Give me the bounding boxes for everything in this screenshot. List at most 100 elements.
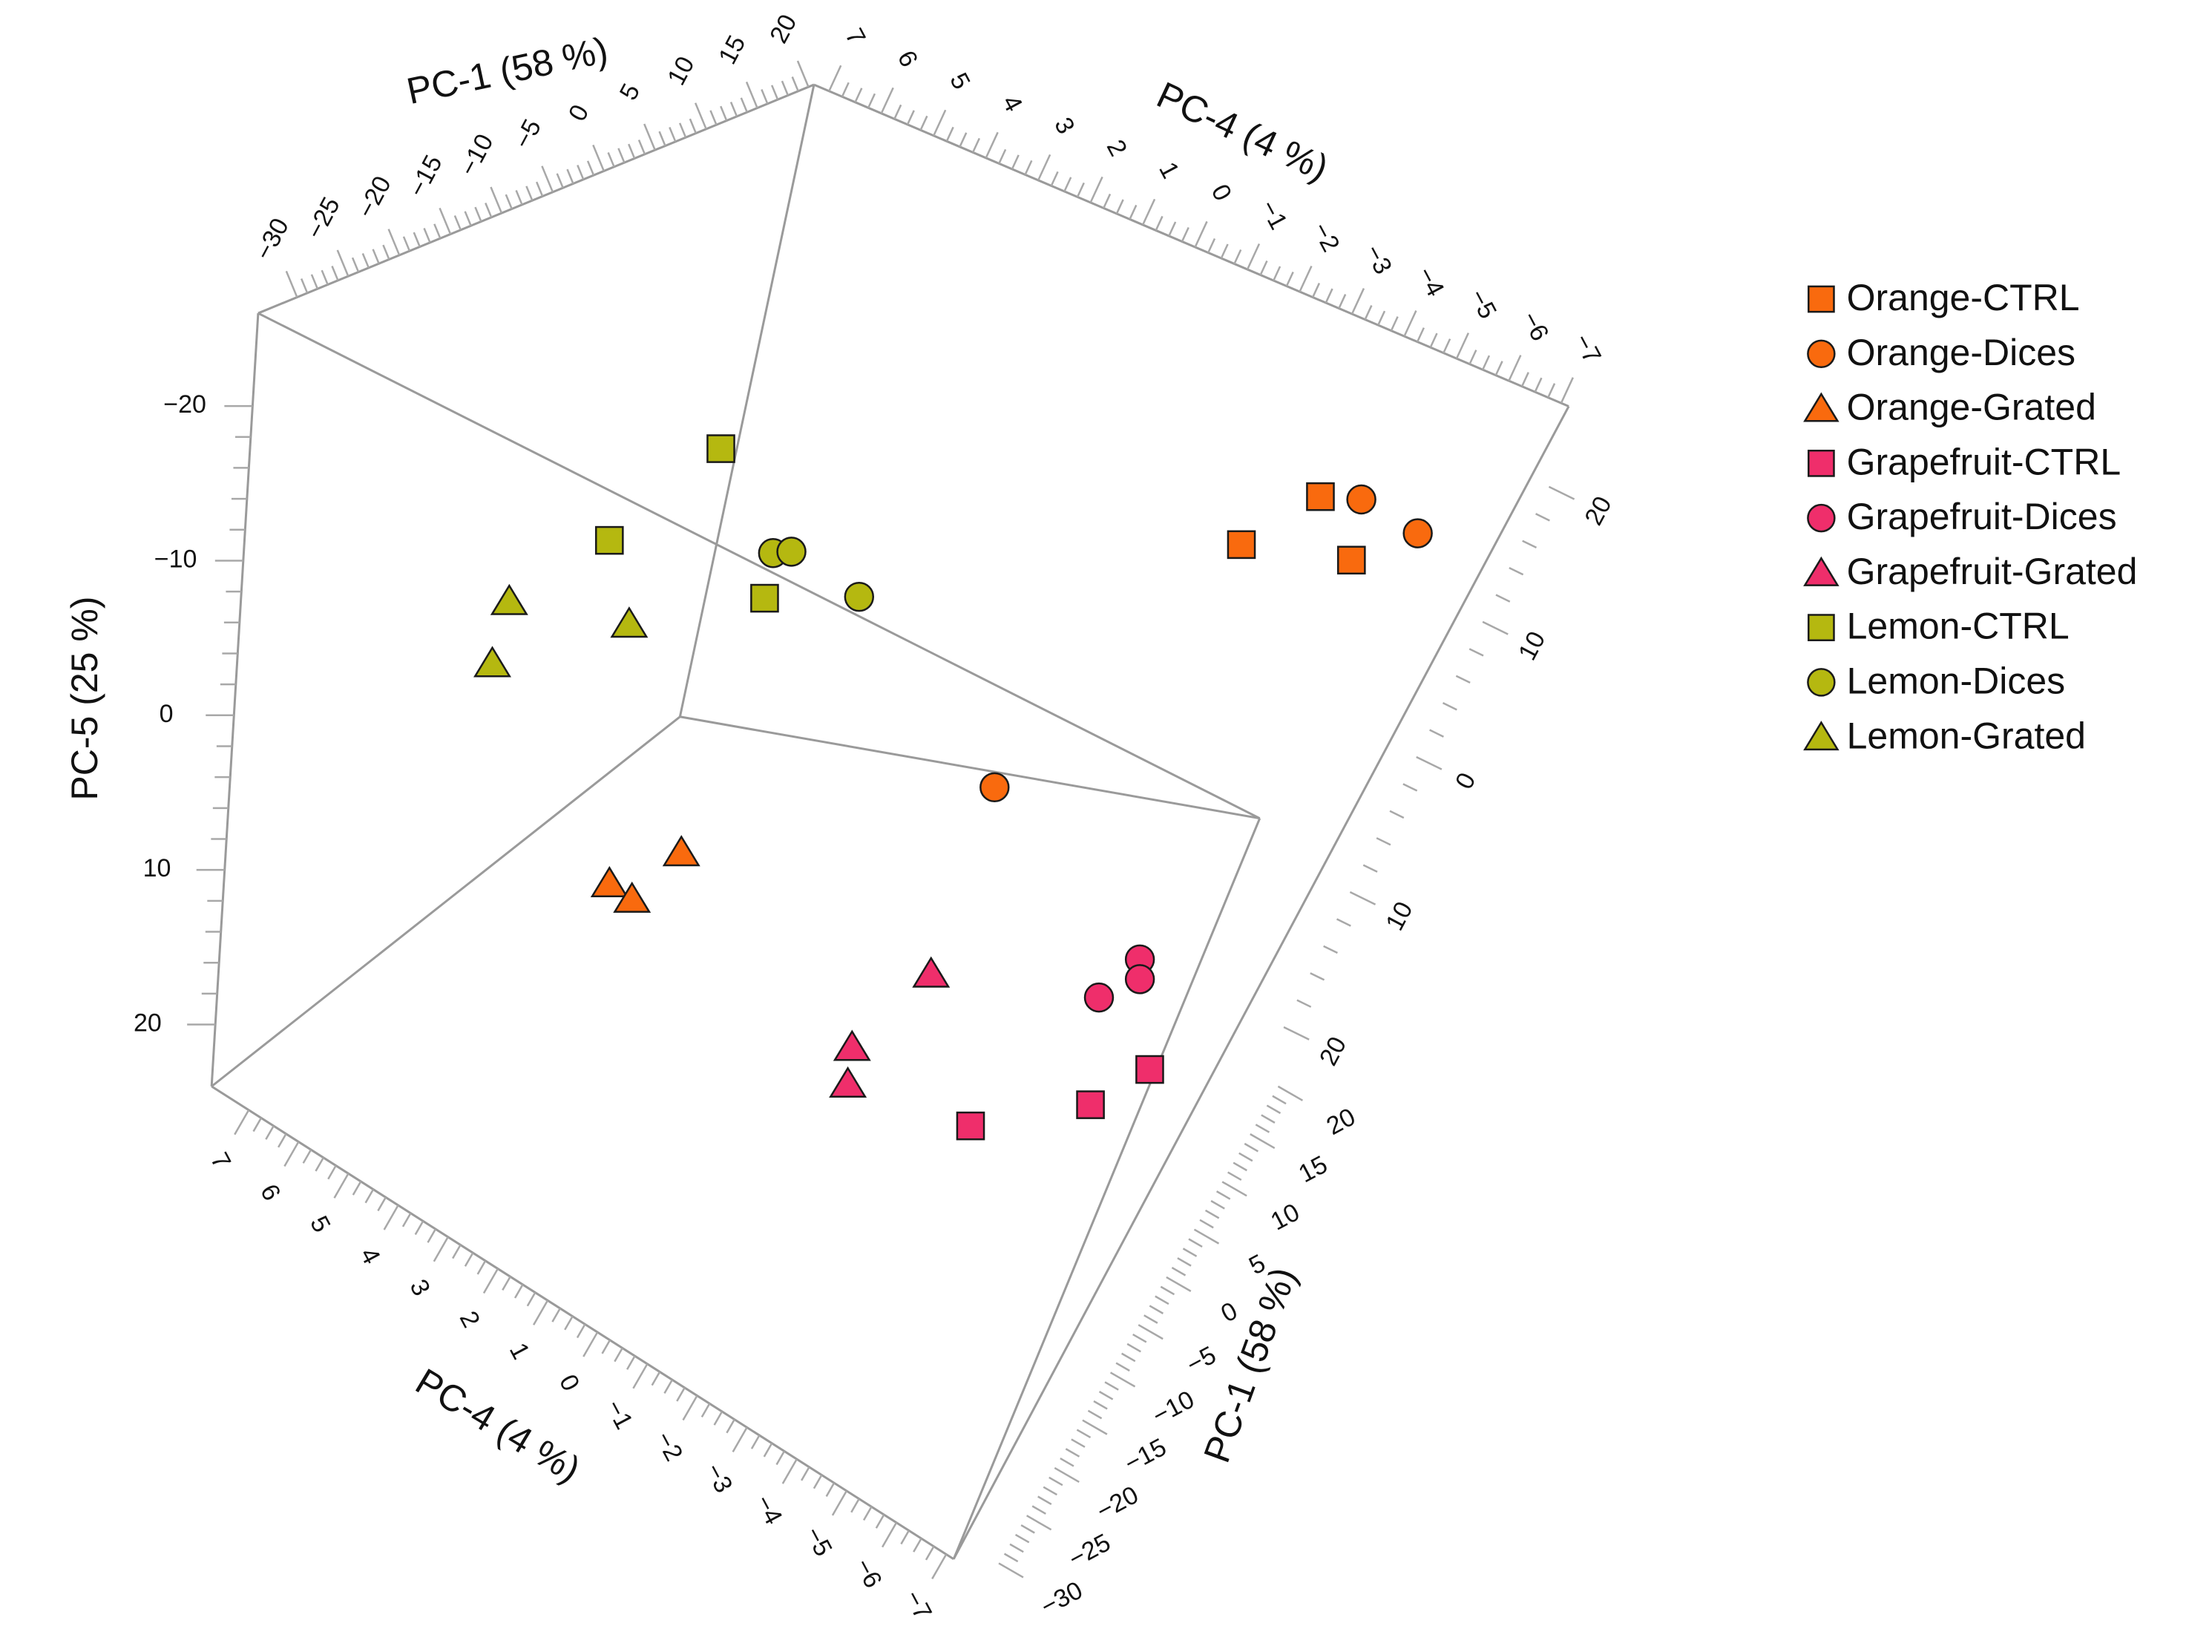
pc5-title: PC-5 (25 %): [64, 597, 105, 801]
pc4-bottom-axis-tick-label: 1: [504, 1338, 535, 1364]
point-orange-dices: [979, 772, 1010, 803]
edge-right-front: [952, 405, 1570, 1560]
pc4-top-axis-tick: [971, 137, 980, 153]
point-grapefruit-grated: [912, 956, 951, 988]
point-grapefruit-dices: [1124, 964, 1155, 994]
pc4-bottom-axis-tick: [614, 1347, 623, 1363]
pc4-top-axis-tick: [1220, 243, 1229, 259]
pc4-top-axis-tick: [1103, 193, 1112, 209]
pc4-bottom-axis-tick: [713, 1411, 723, 1426]
pc4-top-axis-tick-label: 3: [1048, 113, 1080, 139]
pc4-top-axis-tick: [906, 110, 915, 125]
pc1-bottom-axis-tick: [1098, 1391, 1114, 1400]
pc1-bottom-axis-tick: [1221, 1181, 1247, 1197]
edge-back-left: [211, 715, 681, 1088]
pc1-bottom-axis-tick: [998, 1562, 1024, 1579]
pc1-top-axis-tick: [413, 232, 421, 247]
point-orange-ctrl: [1306, 482, 1335, 511]
pc4-bottom-axis-tick-label: −6: [849, 1554, 887, 1593]
legend-marker-orange-dices: [1807, 339, 1836, 369]
pc4-top-axis-tick: [1259, 260, 1268, 276]
pc1-right-axis-tick: [1548, 485, 1575, 500]
pc1-bottom-axis-tick: [1261, 1114, 1276, 1124]
pc4-bottom-axis-tick: [676, 1387, 686, 1402]
pc4-top-axis-tick: [828, 65, 842, 92]
point-orange-dices: [1402, 518, 1433, 548]
pc1-top-axis-tick: [729, 102, 738, 117]
pc1-top-axis-tick: [658, 131, 666, 146]
pc1-top-axis-tick: [541, 165, 554, 193]
point-lemon-ctrl: [750, 583, 779, 613]
pc4-bottom-axis-tick: [352, 1181, 362, 1196]
pc1-top-axis-tick: [453, 215, 462, 231]
pc1-right-axis-tick: [1283, 1026, 1310, 1040]
pc1-top-axis-tick: [490, 186, 503, 214]
pc1-bottom-axis-tick: [1087, 1409, 1103, 1420]
pc4-bottom-axis-tick: [801, 1466, 810, 1481]
pc1-right-axis-tick: [1535, 513, 1550, 522]
pc1-bottom-axis-tick: [1155, 1295, 1169, 1305]
pc4-bottom-axis-tick: [551, 1308, 561, 1322]
pc1-bottom-axis-tick: [1126, 1343, 1141, 1353]
pc4-top-axis-tick: [1338, 294, 1347, 309]
pc4-bottom-axis-tick: [383, 1204, 399, 1230]
pc4-top-axis-tick: [1482, 355, 1491, 370]
pc4-bottom-axis-tick: [626, 1355, 636, 1370]
point-grapefruit-grated: [833, 1029, 871, 1061]
pc4-bottom-axis-tick-label: −3: [700, 1459, 738, 1498]
pc4-top-axis-tick: [1194, 220, 1208, 248]
pc5-axis-tick-label: −10: [154, 545, 197, 573]
pc1-bottom-axis-tick: [1026, 1515, 1052, 1531]
pc4-bottom-axis-tick: [882, 1522, 898, 1548]
pc1-top-axis-tick: [535, 181, 544, 197]
pc1-top-axis-tick: [300, 278, 309, 294]
pc1-bottom-axis-tick: [1014, 1533, 1030, 1544]
pc1-top-axis-tick: [761, 89, 769, 105]
legend-label-grapefruit-ctrl: Grapefruit-CTRL: [1847, 441, 2121, 482]
pc4-top-axis-tick-label: 2: [1101, 135, 1132, 161]
pc1-bottom-axis-tick: [1076, 1429, 1092, 1439]
pc4-top-axis-tick-label: −7: [1568, 330, 1607, 368]
pc4-top-axis-tick: [1181, 226, 1189, 242]
pc1-bottom-axis-tick-label: −20: [1092, 1481, 1143, 1526]
pc1-bottom-axis-tick: [1266, 1104, 1281, 1115]
legend-marker-orange-ctrl: [1808, 285, 1835, 313]
pc1-bottom-axis-tick: [1177, 1257, 1192, 1267]
pc4-top-axis-tick: [1508, 355, 1522, 381]
pc1-top-axis-tick: [796, 60, 810, 88]
pc5-axis-tick-label: −20: [163, 390, 206, 419]
pc4-bottom-axis-tick: [433, 1236, 449, 1262]
pc1-bottom-axis-tick-label: −15: [1120, 1433, 1171, 1478]
pc1-top-axis-tick-label: 0: [563, 100, 594, 126]
pc4-bottom-axis-tick: [533, 1299, 549, 1325]
pc1-top-axis-tick: [577, 165, 585, 180]
point-lemon-dices: [776, 537, 807, 567]
pc1-top-axis-tick: [485, 203, 493, 218]
pc1-top-axis-tick-label: −5: [508, 115, 547, 154]
pc4-bottom-axis-tick: [526, 1291, 536, 1307]
pc1-bottom-axis-tick: [1060, 1458, 1074, 1467]
pc1-bottom-axis-tick: [1020, 1524, 1035, 1534]
pc1-right-axis-tick: [1495, 594, 1511, 603]
edge-back-vertical: [678, 84, 815, 718]
pc1-bottom-axis-tick: [1166, 1276, 1192, 1292]
legend-marker-lemon-dices: [1807, 668, 1836, 697]
pc1-right-axis-tick: [1468, 648, 1484, 657]
pc1-bottom-axis-tick: [1171, 1266, 1187, 1276]
pc1-bottom-axis-tick-label: 15: [1294, 1150, 1332, 1188]
pc4-bottom-axis-tick: [252, 1117, 263, 1133]
pc1-bottom-axis-tick: [1048, 1476, 1063, 1487]
pc1-bottom-axis-tick: [1210, 1200, 1225, 1210]
pc4-top-axis-tick: [1285, 272, 1294, 287]
point-orange-grated: [662, 835, 700, 867]
pc4-top-axis-tick: [1050, 171, 1059, 186]
pc1-top-axis-tick: [515, 190, 523, 206]
pc4-bottom-axis-tick-label: −7: [899, 1586, 937, 1625]
pc1-right-axis-tick: [1296, 999, 1312, 1008]
pc1-bottom-axis-tick: [1054, 1466, 1080, 1483]
point-orange-ctrl: [1336, 545, 1366, 575]
edge-back-right: [680, 715, 1260, 820]
pc4-bottom-axis-tick: [315, 1157, 324, 1172]
pc1-right-axis-tick: [1522, 540, 1537, 549]
pc1-top-axis-tick-label: −30: [249, 214, 295, 265]
